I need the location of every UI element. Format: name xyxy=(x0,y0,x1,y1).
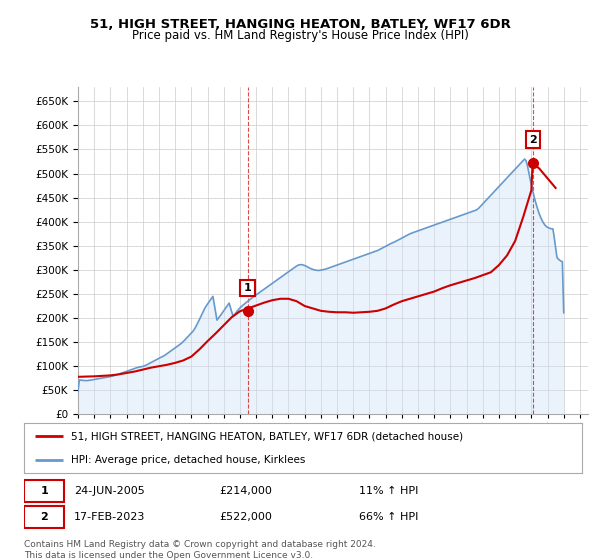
Text: HPI: Average price, detached house, Kirklees: HPI: Average price, detached house, Kirk… xyxy=(71,455,306,465)
Text: £214,000: £214,000 xyxy=(220,486,272,496)
Text: 51, HIGH STREET, HANGING HEATON, BATLEY, WF17 6DR (detached house): 51, HIGH STREET, HANGING HEATON, BATLEY,… xyxy=(71,431,464,441)
Text: 2: 2 xyxy=(529,134,537,144)
Text: 1: 1 xyxy=(244,283,251,293)
Text: 24-JUN-2005: 24-JUN-2005 xyxy=(74,486,145,496)
Text: 2: 2 xyxy=(40,512,48,522)
Text: Price paid vs. HM Land Registry's House Price Index (HPI): Price paid vs. HM Land Registry's House … xyxy=(131,29,469,42)
FancyBboxPatch shape xyxy=(24,480,64,502)
Text: £522,000: £522,000 xyxy=(220,512,272,522)
Text: Contains HM Land Registry data © Crown copyright and database right 2024.
This d: Contains HM Land Registry data © Crown c… xyxy=(24,540,376,560)
FancyBboxPatch shape xyxy=(24,506,64,528)
Text: 11% ↑ HPI: 11% ↑ HPI xyxy=(359,486,418,496)
Text: 66% ↑ HPI: 66% ↑ HPI xyxy=(359,512,418,522)
Text: 17-FEB-2023: 17-FEB-2023 xyxy=(74,512,146,522)
Text: 51, HIGH STREET, HANGING HEATON, BATLEY, WF17 6DR: 51, HIGH STREET, HANGING HEATON, BATLEY,… xyxy=(89,18,511,31)
Text: 1: 1 xyxy=(40,486,48,496)
